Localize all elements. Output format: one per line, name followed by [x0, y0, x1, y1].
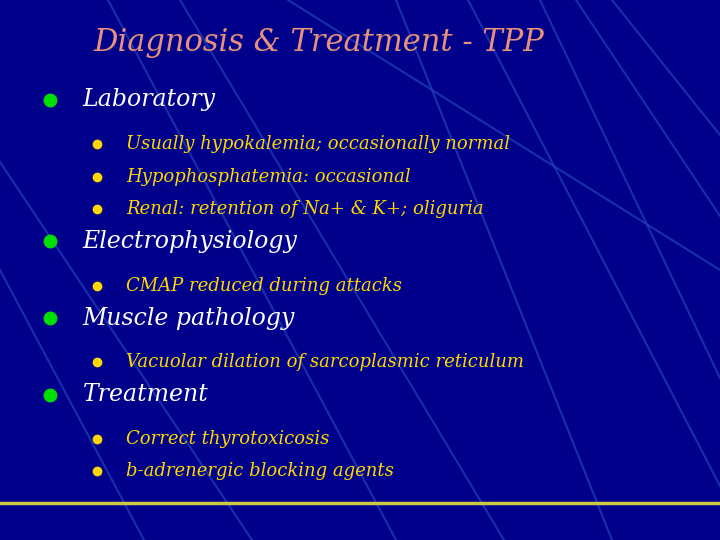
Text: Treatment: Treatment	[83, 383, 209, 406]
Text: Correct thyrotoxicosis: Correct thyrotoxicosis	[126, 430, 329, 448]
Text: Usually hypokalemia; occasionally normal: Usually hypokalemia; occasionally normal	[126, 135, 510, 153]
Text: Laboratory: Laboratory	[83, 89, 216, 111]
Text: Diagnosis & Treatment - TPP: Diagnosis & Treatment - TPP	[94, 27, 544, 58]
Text: Hypophosphatemia: occasional: Hypophosphatemia: occasional	[126, 167, 410, 186]
Text: Vacuolar dilation of sarcoplasmic reticulum: Vacuolar dilation of sarcoplasmic reticu…	[126, 353, 524, 372]
Text: Renal: retention of Na+ & K+; oliguria: Renal: retention of Na+ & K+; oliguria	[126, 200, 484, 218]
Text: b-adrenergic blocking agents: b-adrenergic blocking agents	[126, 462, 394, 481]
Text: Muscle pathology: Muscle pathology	[83, 307, 295, 329]
Text: CMAP reduced during attacks: CMAP reduced during attacks	[126, 276, 402, 295]
Text: Electrophysiology: Electrophysiology	[83, 230, 297, 253]
